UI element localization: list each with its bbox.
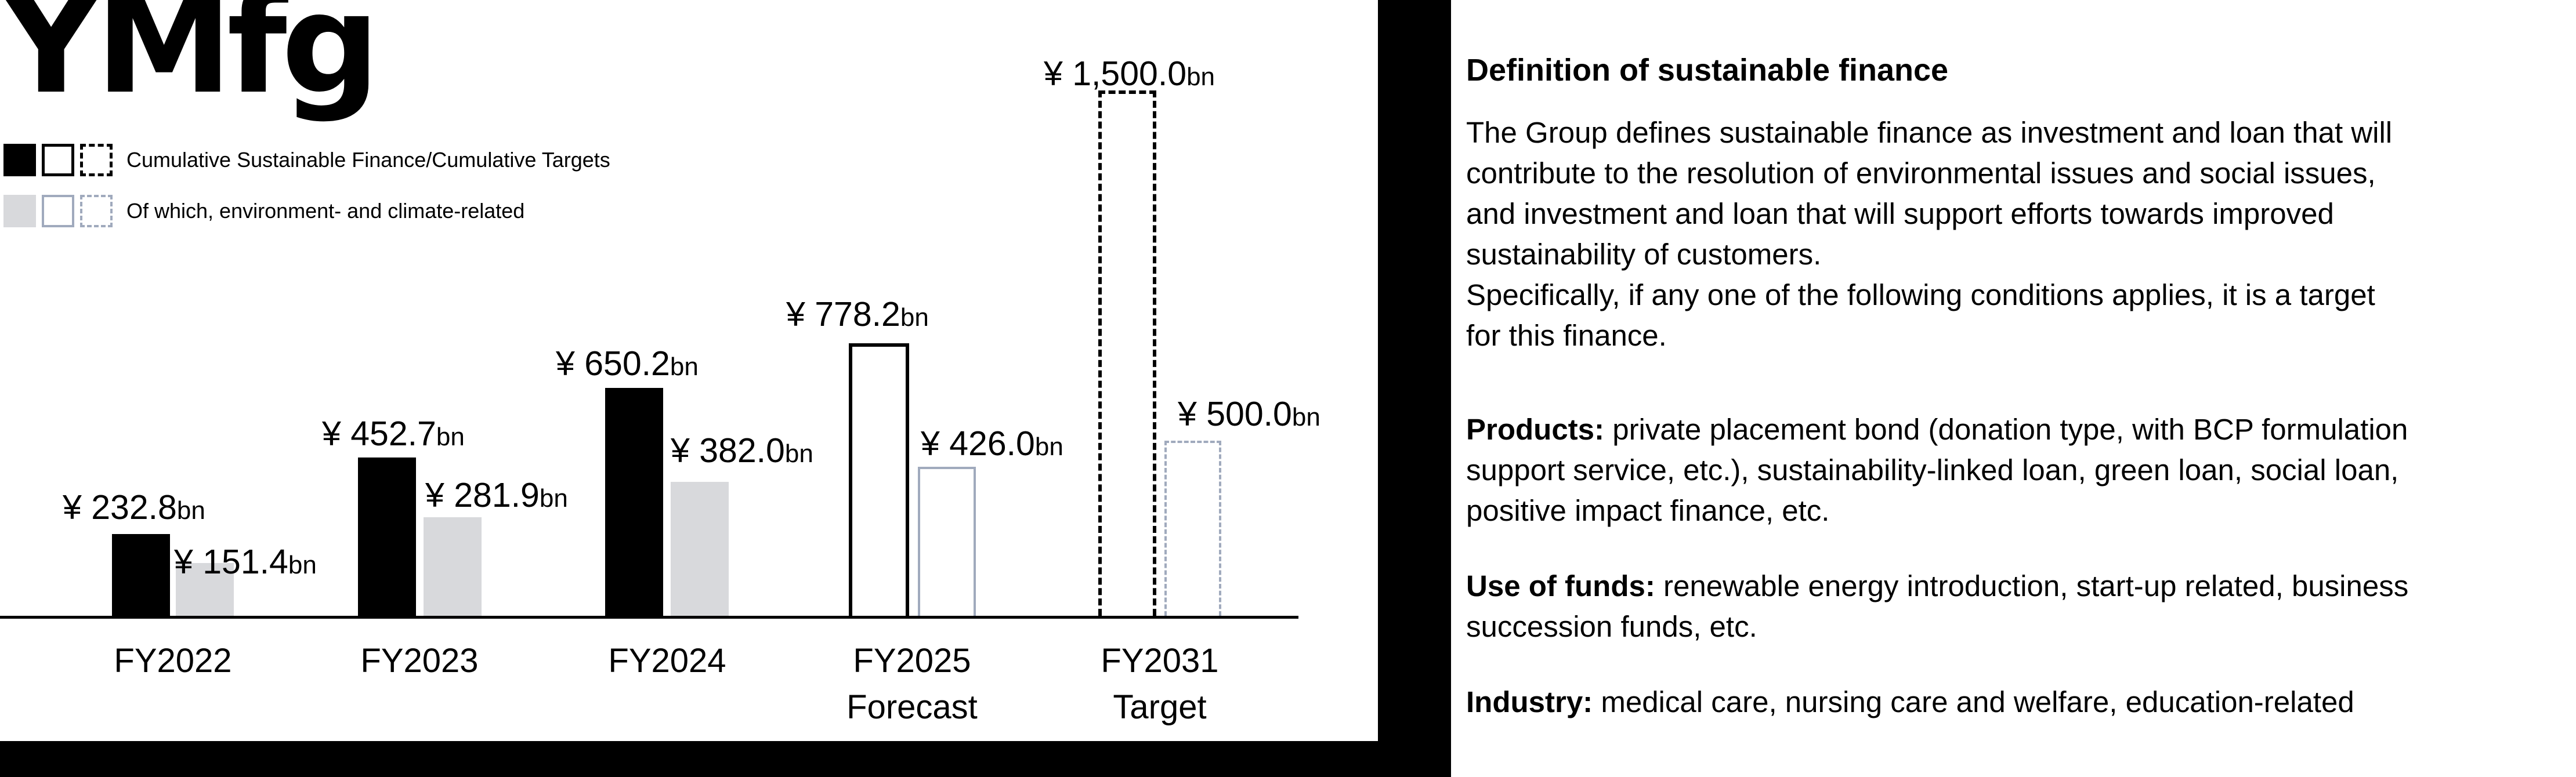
value-amount: ¥ 281.9 (425, 476, 540, 514)
value-amount: ¥ 452.7 (322, 415, 436, 453)
bar-fy2031-env (1164, 441, 1221, 616)
value-label-fy2025-env: ¥ 426.0bn (921, 427, 1063, 461)
category-label-fy2031: FY2031 Target (1009, 638, 1311, 731)
value-label-fy2023-main: ¥ 452.7bn (322, 417, 465, 451)
value-amount: ¥ 500.0 (1178, 395, 1292, 433)
info-text-products: private placement bond (donation type, w… (1466, 413, 2408, 527)
bar-fy2023-main (358, 458, 416, 616)
info-title: Definition of sustainable finance (1466, 53, 1949, 88)
info-text: The Group defines sustainable finance as… (1466, 116, 2393, 352)
bar-fy2025-env (918, 467, 976, 616)
value-label-fy2031-env: ¥ 500.0bn (1178, 397, 1320, 431)
value-unit: bn (539, 484, 568, 513)
value-unit: bn (670, 353, 699, 381)
category-label-line: Forecast (846, 688, 978, 726)
value-label-fy2022-env: ¥ 151.4bn (174, 545, 317, 579)
category-label-line: FY2031 (1101, 642, 1219, 680)
value-label-fy2024-env: ¥ 382.0bn (671, 434, 813, 468)
value-unit: bn (1034, 433, 1063, 461)
category-label-line: FY2024 (608, 642, 726, 680)
value-label-fy2024-main: ¥ 650.2bn (556, 347, 699, 381)
info-panel: Definition of sustainable finance The Gr… (1451, 0, 2576, 777)
value-label-fy2025-main: ¥ 778.2bn (786, 297, 929, 332)
info-paragraph-industry: Industry: medical care, nursing care and… (1466, 682, 2542, 722)
legend-swatch-outline-black-icon (42, 144, 74, 176)
info-paragraph-use-of-funds: Use of funds: renewable energy introduct… (1466, 566, 2542, 647)
value-unit: bn (900, 303, 929, 332)
chart-panel: YMfg Cumulative Sustainable Finance/Cumu… (0, 0, 1378, 741)
value-unit: bn (784, 440, 813, 468)
company-logo: YMfg (1, 0, 380, 125)
legend-label-env: Of which, environment- and climate-relat… (126, 199, 525, 223)
info-text-use-of-funds: renewable energy introduction, start-up … (1466, 569, 2409, 643)
category-label-fy2024: FY2024 (516, 638, 818, 684)
legend-label-main: Cumulative Sustainable Finance/Cumulativ… (126, 148, 610, 172)
value-unit: bn (436, 423, 465, 451)
info-lead-use-of-funds: Use of funds: (1466, 569, 1655, 602)
bar-fy2025-main (849, 343, 909, 616)
value-amount: ¥ 426.0 (921, 424, 1035, 463)
bar-fy2031-main (1098, 90, 1156, 616)
legend-row-main: Cumulative Sustainable Finance/Cumulativ… (3, 144, 610, 176)
value-unit: bn (176, 496, 205, 525)
category-label-line: FY2022 (114, 642, 232, 680)
value-amount: ¥ 382.0 (671, 431, 785, 470)
value-amount: ¥ 1,500.0 (1044, 55, 1187, 93)
value-amount: ¥ 778.2 (786, 295, 900, 333)
bar-fy2022-env (176, 563, 234, 616)
category-label-fy2023: FY2023 (269, 638, 570, 684)
info-paragraph-definition: The Group defines sustainable finance as… (1466, 112, 2542, 356)
value-unit: bn (288, 551, 317, 579)
value-unit: bn (1186, 63, 1215, 91)
value-amount: ¥ 151.4 (174, 543, 288, 581)
value-amount: ¥ 650.2 (556, 344, 670, 383)
bar-fy2023-env (424, 517, 482, 616)
x-axis-line (0, 616, 1298, 619)
legend-swatch-dashed-black-icon (80, 144, 113, 176)
legend-swatch-filled-gray-icon (3, 195, 36, 227)
bar-fy2024-main (605, 388, 663, 616)
legend-swatch-outline-gray-icon (42, 195, 74, 227)
category-label-fy2025: FY2025 Forecast (761, 638, 1063, 731)
category-label-line: FY2023 (360, 642, 479, 680)
info-lead-products: Products: (1466, 413, 1605, 446)
category-label-fy2022: FY2022 (22, 638, 324, 684)
legend-swatch-filled-black-icon (3, 144, 36, 176)
value-label-fy2023-env: ¥ 281.9bn (425, 478, 568, 513)
value-label-fy2022-main: ¥ 232.8bn (63, 491, 205, 525)
bar-fy2022-main (112, 534, 170, 616)
info-paragraph-products: Products: private placement bond (donati… (1466, 409, 2542, 531)
legend-swatch-dashed-gray-icon (80, 195, 113, 227)
bar-fy2024-env (671, 482, 729, 616)
value-amount: ¥ 232.8 (63, 488, 177, 527)
value-label-fy2031-main: ¥ 1,500.0bn (1044, 57, 1215, 91)
info-lead-industry: Industry: (1466, 685, 1593, 718)
category-label-line: FY2025 (853, 642, 971, 680)
info-text-industry: medical care, nursing care and welfare, … (1593, 685, 2354, 718)
value-unit: bn (1291, 403, 1320, 431)
category-label-line: Target (1113, 688, 1207, 726)
legend-row-env: Of which, environment- and climate-relat… (3, 195, 524, 227)
